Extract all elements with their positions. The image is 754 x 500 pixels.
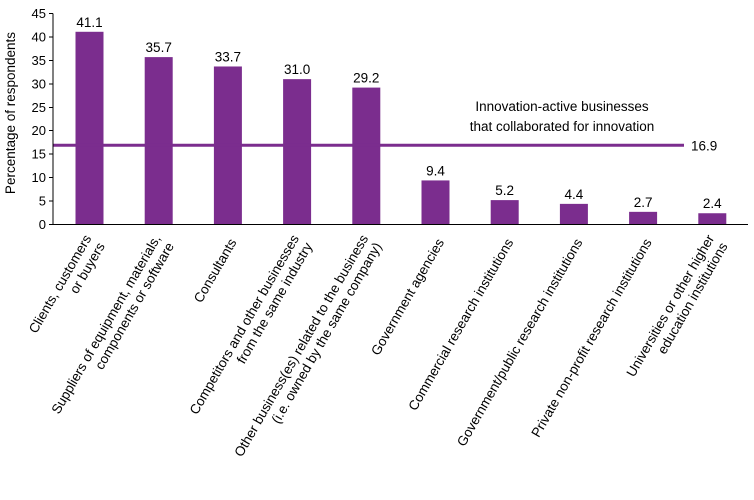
- category-label-line: Government/public research institutions: [454, 236, 586, 449]
- bar: [144, 57, 173, 225]
- bar-value-label: 5.2: [495, 183, 514, 198]
- reference-line-annotation: Innovation-active businesses that collabo…: [470, 99, 655, 134]
- bar: [75, 31, 104, 225]
- bar: [283, 79, 312, 225]
- y-tick-label: 20: [32, 123, 46, 138]
- y-axis-label: Percentage of respondents: [3, 32, 18, 194]
- category-label: Government/public research institutions: [454, 236, 586, 449]
- y-tick-label: 10: [32, 170, 46, 185]
- bar: [352, 87, 381, 225]
- bar: [559, 203, 588, 225]
- bar: [629, 211, 658, 225]
- y-tick-label: 0: [39, 217, 46, 232]
- bar-value-label: 9.4: [426, 163, 445, 178]
- bar-value-label: 33.7: [215, 49, 241, 64]
- y-tick-label: 35: [32, 53, 46, 68]
- bar-value-label: 29.2: [353, 71, 379, 86]
- bar: [421, 180, 450, 225]
- bar-value-label: 2.7: [634, 195, 653, 210]
- bar-value-label: 35.7: [146, 40, 172, 55]
- bar-value-labels: 41.1 35.7 33.7 31.0 29.2 9.4 5.2 4.4 2.7 2.4: [76, 15, 722, 211]
- bar-value-label: 4.4: [565, 187, 584, 202]
- category-label-line: Consultants: [191, 236, 240, 305]
- y-tick-label: 15: [32, 147, 46, 162]
- y-tick-label: 5: [39, 194, 46, 209]
- bar-value-label: 2.4: [703, 196, 722, 211]
- bar: [490, 200, 519, 225]
- y-tick-label: 40: [32, 29, 46, 44]
- reference-line-annotation-line: Innovation-active businesses: [475, 99, 649, 114]
- y-tick-label: 25: [32, 100, 46, 115]
- category-label: Private non-profit research institutions: [528, 236, 654, 440]
- y-tick-label: 45: [32, 6, 46, 21]
- y-axis-ticks: 0 5 10 15 20 25 30 35 40 45: [32, 6, 53, 232]
- reference-line-value-label: 16.9: [691, 138, 717, 153]
- bar-value-label: 41.1: [76, 15, 102, 30]
- y-tick-label: 30: [32, 76, 46, 91]
- category-label: Consultants: [191, 236, 240, 305]
- reference-line-annotation-line: that collaborated for innovation: [470, 119, 655, 134]
- bar: [698, 213, 727, 225]
- category-label-line: Private non-profit research institutions: [528, 236, 654, 440]
- bar-value-label: 31.0: [284, 62, 310, 77]
